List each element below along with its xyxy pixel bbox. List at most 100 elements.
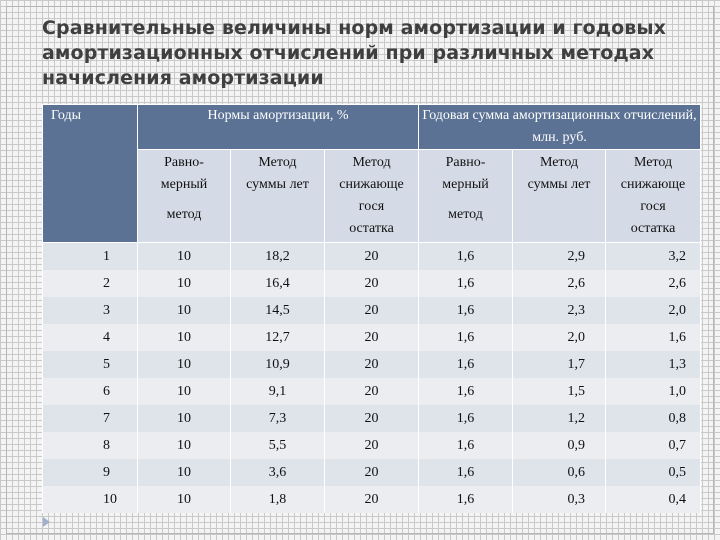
triangle-arrow-icon [43,517,50,527]
sums-linear-header: Равно- мерный метод [418,149,514,243]
table-row: 1 10 18,2 20 1,6 2,9 3,2 [42,242,702,270]
sum-linear-cell: 1,6 [418,324,514,351]
sum-linear-cell: 1,6 [418,459,514,486]
rate-linear-cell: 10 [137,270,231,297]
rate-linear-cell: 10 [137,432,231,459]
year-cell: 1 [42,242,138,270]
rate-linear-cell: 10 [137,459,231,486]
sum-linear-cell: 1,6 [418,297,514,324]
sum-linear-cell: 1,6 [418,270,514,297]
rate-linear-cell: 10 [137,486,231,513]
rate-sumyears-cell: 10,9 [230,351,325,378]
table-row: 3 10 14,5 20 1,6 2,3 2,0 [42,297,702,324]
header-line: метод [166,207,202,222]
sum-declining-cell: 1,0 [605,378,702,405]
rates-declining-header: Метод снижающе гося остатка [323,149,420,243]
rate-declining-cell: 20 [323,324,420,351]
header-line: снижающе [620,177,686,192]
rate-sumyears-cell: 1,8 [230,486,325,513]
table-row: 6 10 9,1 20 1,6 1,5 1,0 [42,378,702,405]
rates-linear-header: Равно- мерный метод [137,149,231,243]
sum-declining-cell: 1,6 [605,324,702,351]
header-line: остатка [349,221,394,236]
header-row-top: Годы Нормы амортизации, % Годовая сумма … [42,104,702,243]
year-cell: 7 [42,405,138,432]
table-row: 9 10 3,6 20 1,6 0,6 0,5 [42,459,702,486]
header-line: Метод [539,155,579,170]
rate-declining-cell: 20 [323,351,420,378]
year-cell: 3 [42,297,138,324]
header-line: метод [448,207,483,222]
sum-sumyears-cell: 0,3 [512,486,607,513]
sum-sumyears-cell: 2,6 [512,270,607,297]
header-line: Метод [352,155,391,170]
rate-declining-cell: 20 [323,459,420,486]
sum-declining-cell: 0,8 [605,405,702,432]
sum-sumyears-cell: 1,2 [512,405,607,432]
rate-declining-cell: 20 [323,405,420,432]
sum-sumyears-cell: 0,9 [512,432,607,459]
slide: Сравнительные величины норм амортизации … [6,6,714,534]
rate-sumyears-cell: 7,3 [230,405,325,432]
year-cell: 2 [42,270,138,297]
rate-sumyears-cell: 3,6 [230,459,325,486]
rate-linear-cell: 10 [137,297,231,324]
rate-linear-cell: 10 [137,351,231,378]
header-line: Метод [633,155,673,170]
rates-group-header: Нормы амортизации, % [136,104,420,150]
sum-declining-cell: 3,2 [605,242,702,270]
sum-declining-cell: 0,7 [605,432,702,459]
table-row: 8 10 5,5 20 1,6 0,9 0,7 [42,432,702,459]
rate-linear-cell: 10 [137,405,231,432]
rate-declining-cell: 20 [323,297,420,324]
sum-declining-cell: 0,4 [605,486,702,513]
year-cell: 5 [42,351,138,378]
sum-declining-cell: 1,3 [605,351,702,378]
header-line: снижающе [339,177,404,192]
sum-sumyears-cell: 2,3 [512,297,607,324]
year-cell: 10 [42,486,138,513]
header-row-sub: Равно- мерный метод Метод суммы лет Мето… [43,149,702,243]
sum-linear-cell: 1,6 [418,378,514,405]
year-cell: 8 [42,432,138,459]
rate-declining-cell: 20 [323,378,420,405]
sum-sumyears-cell: 2,9 [512,242,607,270]
rate-linear-cell: 10 [137,378,231,405]
sum-sumyears-cell: 1,5 [512,378,607,405]
rate-declining-cell: 20 [323,242,420,270]
slide-title: Сравнительные величины норм амортизации … [42,17,666,89]
header-line: мерный [160,177,208,192]
amortization-table: Годы Нормы амортизации, % Годовая сумма … [42,104,702,513]
rate-linear-cell: 10 [137,324,231,351]
year-cell: 4 [42,324,138,351]
header-line: гося [640,199,666,214]
sums-sumyears-header: Метод суммы лет [512,149,607,243]
sum-declining-cell: 2,0 [605,297,702,324]
header-line: суммы лет [527,177,591,192]
rate-sumyears-cell: 18,2 [230,242,325,270]
sum-declining-cell: 2,6 [605,270,702,297]
rate-declining-cell: 20 [323,270,420,297]
header-line: гося [358,199,385,214]
table-row: 10 10 1,8 20 1,6 0,3 0,4 [42,486,702,513]
rate-sumyears-cell: 14,5 [230,297,325,324]
rate-linear-cell: 10 [137,242,231,270]
sum-linear-cell: 1,6 [418,351,514,378]
header-line: Метод [258,155,297,170]
sums-declining-header: Метод снижающе гося остатка [605,149,702,243]
table-row: 4 10 12,7 20 1,6 2,0 1,6 [42,324,702,351]
header-line: Равно- [164,155,204,170]
rates-sumyears-header: Метод суммы лет [230,149,325,243]
sum-sumyears-cell: 2,0 [512,324,607,351]
table-row: 7 10 7,3 20 1,6 1,2 0,8 [42,405,702,432]
sum-sumyears-cell: 1,7 [512,351,607,378]
rate-sumyears-cell: 12,7 [230,324,325,351]
year-cell: 6 [42,378,138,405]
years-header: Годы [42,104,138,243]
sum-linear-cell: 1,6 [418,242,514,270]
table-row: 5 10 10,9 20 1,6 1,7 1,3 [42,351,702,378]
header-line: Равно- [445,155,486,170]
rate-sumyears-cell: 9,1 [230,378,325,405]
sum-linear-cell: 1,6 [418,486,514,513]
